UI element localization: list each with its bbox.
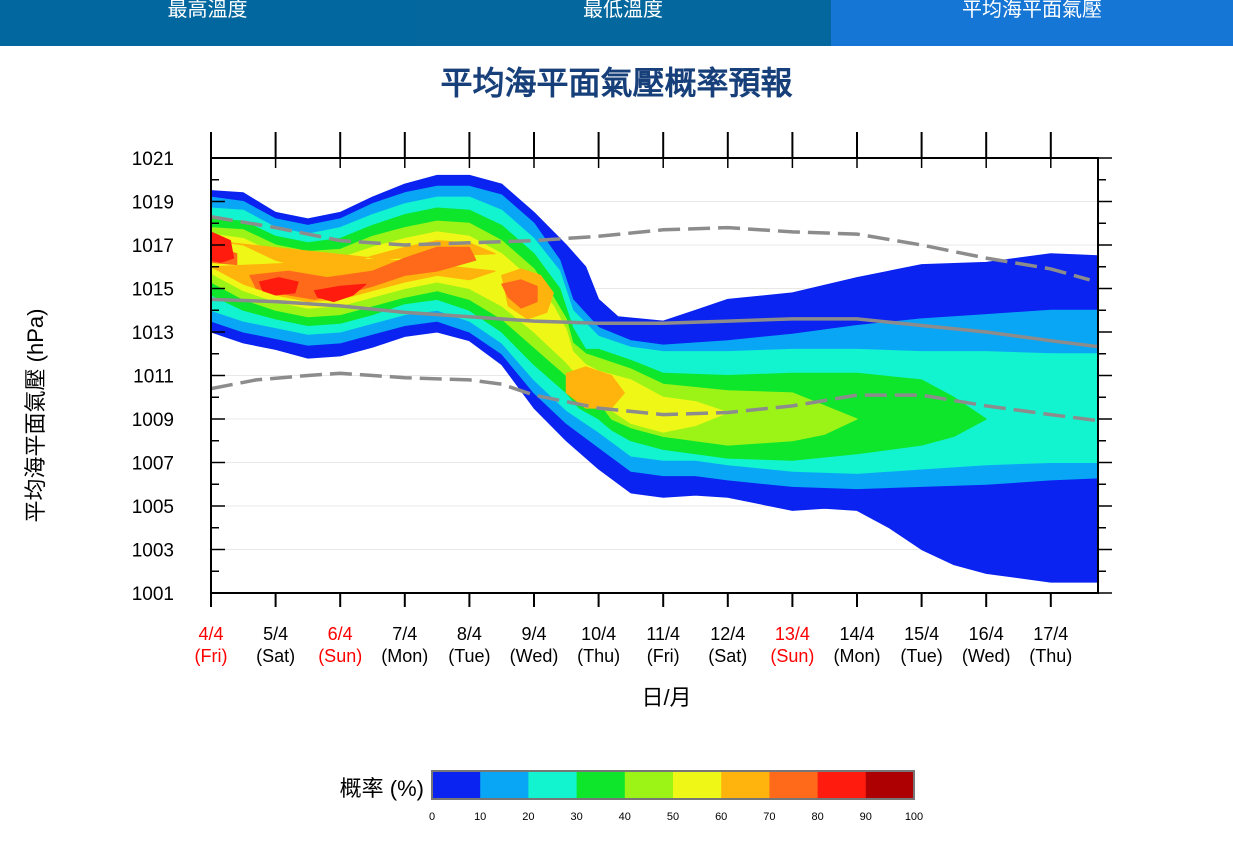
colorbar-tick-label: 60 [715, 811, 727, 823]
x-tick-date: 16/4 [969, 624, 1004, 644]
probability-band-80 [258, 277, 299, 296]
tab-bar: 最高溫度 最低溫度 平均海平面氣壓 [0, 0, 1233, 46]
colorbar-swatch [480, 771, 529, 799]
y-tick-label: 1019 [132, 193, 174, 214]
x-tick-date: 6/4 [328, 624, 353, 644]
probability-band-60 [565, 366, 625, 409]
x-tick-day: (Sun) [318, 646, 362, 666]
x-tick-date: 14/4 [839, 624, 874, 644]
colorbar-tick-label: 40 [619, 811, 631, 823]
x-tick-date: 15/4 [904, 624, 939, 644]
colorbar-tick-label: 80 [811, 811, 823, 823]
x-tick-day: (Thu) [577, 646, 620, 666]
y-tick-label: 1005 [132, 497, 174, 518]
tab-label: 最低溫度 [583, 0, 663, 21]
x-tick-date: 17/4 [1033, 624, 1068, 644]
x-tick-day: (Tue) [448, 646, 490, 666]
line-median [211, 297, 1098, 349]
line-upper [211, 214, 1091, 282]
colorbar-label: 概率 (%) [340, 776, 424, 801]
x-tick-day: (Mon) [833, 646, 880, 666]
x-tick-date: 10/4 [581, 624, 616, 644]
page-title: 平均海平面氣壓概率預報 [440, 64, 793, 102]
tab-label: 平均海平面氣壓 [962, 0, 1102, 21]
colorbar-tick-label: 90 [860, 811, 872, 823]
x-tick-day: (Sun) [770, 646, 814, 666]
percentile-lines [211, 214, 1098, 423]
colorbar-swatch [721, 771, 770, 799]
y-tick-label: 1021 [132, 149, 174, 170]
colorbar-swatch [769, 771, 819, 799]
tab-mean-sea-level-pressure[interactable]: 平均海平面氣壓 [831, 0, 1233, 46]
x-tick-date: 13/4 [775, 624, 810, 644]
colorbar-tick-label: 10 [474, 811, 486, 823]
colorbar-swatch [432, 771, 481, 799]
colorbar-swatch [673, 771, 722, 799]
x-tick-day: (Fri) [195, 646, 228, 666]
x-tick-date: 8/4 [457, 624, 482, 644]
tab-max-temperature[interactable]: 最高溫度 [0, 0, 415, 46]
probability-band-70 [249, 246, 477, 300]
x-tick-day: (Wed) [510, 646, 559, 666]
x-tick-day: (Tue) [900, 646, 942, 666]
colorbar-swatch [528, 771, 578, 799]
x-tick-date: 12/4 [710, 624, 745, 644]
y-axis-label: 平均海平面氣壓 (hPa) [23, 309, 48, 523]
colorbar-frame [431, 770, 915, 800]
y-tick-label: 1009 [132, 410, 174, 431]
colorbar-tick-label: 70 [763, 811, 775, 823]
y-tick-label: 1013 [132, 323, 174, 344]
probability-band-70 [501, 279, 538, 309]
x-tick-day: (Fri) [647, 646, 680, 666]
colorbar-tick-label: 50 [667, 811, 679, 823]
colorbar-swatch [576, 771, 626, 799]
y-axis: 1001 1003 1005 1007 1009 1011 1013 1015 1017 1019… [132, 132, 1112, 605]
line-lower [211, 371, 1098, 423]
x-tick-date: 9/4 [521, 624, 546, 644]
colorbar-tick-label: 20 [522, 811, 534, 823]
x-tick-day: (Sat) [256, 646, 295, 666]
colorbar: 0 10 20 30 40 50 60 70 80 90 100 概率 (%) [340, 770, 923, 823]
probability-bands [211, 174, 1098, 583]
y-tick-label: 1015 [132, 280, 174, 301]
tab-label: 最高溫度 [167, 0, 248, 21]
x-tick-day: (Wed) [962, 646, 1011, 666]
y-tick-label: 1017 [132, 236, 174, 257]
x-tick-date: 5/4 [263, 624, 288, 644]
probability-band-80 [211, 231, 235, 263]
y-tick-label: 1001 [132, 584, 174, 605]
probability-band-80 [313, 283, 367, 303]
colorbar-swatch [817, 771, 867, 799]
colorbar-swatch [624, 771, 674, 799]
x-tick-day: (Thu) [1029, 646, 1072, 666]
colorbar-tick-label: 0 [429, 811, 435, 823]
y-tick-label: 1011 [133, 367, 174, 388]
x-tick-date: 4/4 [198, 624, 223, 644]
x-tick-date: 11/4 [646, 624, 680, 644]
x-tick-date: 7/4 [392, 624, 417, 644]
x-tick-day: (Mon) [381, 646, 428, 666]
colorbar-tick-label: 30 [570, 811, 582, 823]
tab-min-temperature[interactable]: 最低溫度 [415, 0, 831, 46]
y-tick-label: 1007 [132, 454, 174, 475]
x-tick-day: (Sat) [708, 646, 747, 666]
x-axis-label: 日/月 [641, 685, 691, 710]
x-axis: 4/4(Fri)5/4(Sat)6/4(Sun)7/4(Mon)8/4(Tue)… [195, 132, 1072, 666]
colorbar-tick-label: 100 [905, 811, 923, 823]
y-tick-label: 1003 [132, 541, 174, 562]
colorbar-swatch [865, 771, 915, 799]
